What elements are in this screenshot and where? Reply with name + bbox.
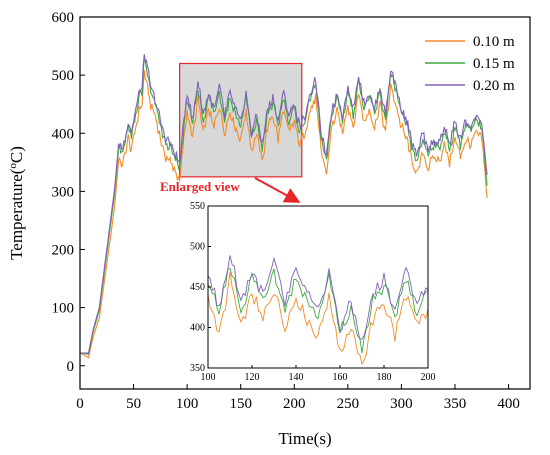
inset-series-line-3 <box>208 255 428 340</box>
series-line-2 <box>79 54 488 355</box>
legend-label-1: 0.10 m <box>473 34 515 50</box>
inset-x-tick-label: 140 <box>289 372 304 383</box>
inset-x-tick-label: 180 <box>377 372 392 383</box>
legend-label-2: 0.15 m <box>473 56 515 72</box>
x-tick-label: 100 <box>176 396 199 412</box>
inset-x-tick-label: 200 <box>421 372 436 383</box>
inset-series-line-2 <box>208 267 428 354</box>
x-axis-title: Time(s) <box>278 429 331 448</box>
x-tick-label: 250 <box>337 396 360 412</box>
x-tick-label: 300 <box>390 396 413 412</box>
y-tick-label: 600 <box>52 10 75 26</box>
x-tick-label: 200 <box>283 396 306 412</box>
y-tick-label: 100 <box>52 301 75 317</box>
series-line-1 <box>79 70 488 359</box>
inset-y-tick-label: 550 <box>190 201 205 212</box>
enlarged-view-label: Enlarged view <box>160 179 240 194</box>
x-tick-label: 50 <box>126 396 141 412</box>
inset-x-tick-label: 120 <box>245 372 260 383</box>
enlarged-region-box <box>179 62 303 178</box>
y-tick-label: 500 <box>52 68 75 84</box>
inset-x-tick-label: 160 <box>333 372 348 383</box>
y-tick-label: 200 <box>52 243 75 259</box>
legend-label-3: 0.20 m <box>473 78 515 94</box>
inset-x-tick-label: 100 <box>201 372 216 383</box>
inset-background <box>208 206 428 368</box>
enlarged-view-arrow <box>254 177 301 203</box>
inset-y-tick-label: 350 <box>190 363 205 374</box>
plot-frame <box>79 16 531 390</box>
x-tick-label: 0 <box>76 396 84 412</box>
inset-series-group <box>208 255 428 366</box>
y-axis-title: Temperature(oC) <box>7 146 26 260</box>
y-tick-label: 300 <box>52 184 75 200</box>
inset-y-tick-label: 450 <box>190 282 205 293</box>
series-line-3 <box>80 54 488 354</box>
inset-series-line-1 <box>208 271 428 366</box>
y-tick-label: 0 <box>67 359 75 375</box>
y-tick-label: 400 <box>52 126 75 142</box>
inset-y-tick-label: 500 <box>190 242 205 253</box>
x-tick-label: 150 <box>229 396 252 412</box>
x-tick-label: 400 <box>497 396 520 412</box>
x-tick-label: 350 <box>444 396 467 412</box>
inset-y-tick-label: 400 <box>190 323 205 334</box>
